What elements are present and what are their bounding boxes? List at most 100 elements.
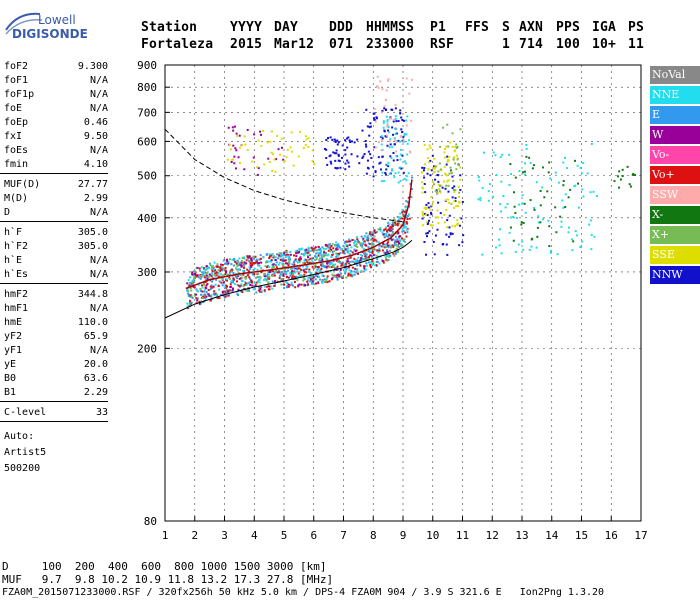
echo-point xyxy=(233,264,236,267)
echo-point xyxy=(232,288,235,291)
echo-point xyxy=(382,233,385,236)
param-name: hmE xyxy=(4,317,23,328)
echo-point xyxy=(275,266,278,269)
echo-point xyxy=(567,196,570,199)
echo-point xyxy=(327,249,330,252)
echo-point xyxy=(315,257,318,260)
echo-point xyxy=(488,183,491,186)
echo-point xyxy=(353,270,356,273)
echo-point xyxy=(213,293,216,296)
echo-point xyxy=(423,183,426,186)
echo-point xyxy=(392,238,395,241)
echo-point xyxy=(375,254,378,257)
echo-point xyxy=(396,224,399,227)
echo-point xyxy=(596,195,599,198)
echo-point xyxy=(397,171,400,174)
echo-point xyxy=(340,156,343,159)
echo-point xyxy=(217,284,220,287)
echo-point xyxy=(313,163,316,166)
param-name: yF1 xyxy=(4,345,23,356)
param-value: 9.50 xyxy=(83,131,108,142)
echo-point xyxy=(225,284,228,287)
echo-point xyxy=(379,80,382,83)
echo-point xyxy=(454,197,457,200)
echo-point xyxy=(246,148,249,151)
echo-point xyxy=(236,265,239,268)
echo-point xyxy=(461,200,464,203)
echo-point xyxy=(313,283,316,286)
echo-point xyxy=(366,159,369,162)
echo-point xyxy=(343,252,346,255)
echo-point xyxy=(458,244,461,247)
echo-point xyxy=(296,251,299,254)
echo-point xyxy=(330,277,333,280)
echo-point xyxy=(393,138,396,141)
echo-point xyxy=(365,108,368,111)
echo-point xyxy=(363,269,366,272)
echo-point xyxy=(443,156,446,159)
echo-point xyxy=(270,130,273,133)
echo-point xyxy=(410,196,413,199)
echo-point xyxy=(372,165,375,168)
echo-point xyxy=(330,255,333,258)
echo-point xyxy=(441,186,444,189)
echo-point xyxy=(236,280,239,283)
echo-point xyxy=(320,263,323,266)
echo-point xyxy=(350,153,353,156)
echo-point xyxy=(210,275,213,278)
echo-point xyxy=(335,244,338,247)
echo-point xyxy=(438,187,441,190)
echo-point xyxy=(522,221,525,224)
echo-point xyxy=(345,137,348,140)
echo-point xyxy=(356,155,359,158)
echo-point xyxy=(250,259,253,262)
x-tick-label: 6 xyxy=(310,529,317,542)
echo-point xyxy=(456,219,459,222)
echo-point xyxy=(294,250,297,253)
echo-point xyxy=(237,268,240,271)
echo-point xyxy=(200,300,203,303)
echo-point xyxy=(401,228,404,231)
echo-point xyxy=(561,199,564,202)
echo-point xyxy=(394,239,397,242)
echo-point xyxy=(269,140,272,143)
param-row-b1: B1 2.29 xyxy=(0,386,108,400)
echo-point xyxy=(371,237,374,240)
echo-point xyxy=(203,267,206,270)
echo-point xyxy=(201,297,204,300)
echo-point xyxy=(366,258,369,261)
echo-point xyxy=(444,187,447,190)
echo-point xyxy=(396,215,399,218)
echo-point xyxy=(634,174,637,177)
echo-point xyxy=(326,137,329,140)
echo-point xyxy=(279,255,282,258)
echo-point xyxy=(306,264,309,267)
echo-point xyxy=(574,159,577,162)
echo-point xyxy=(494,246,497,249)
echo-point xyxy=(342,244,345,247)
echo-point xyxy=(428,144,431,147)
echo-point xyxy=(528,248,531,251)
header-label-iga: IGA xyxy=(592,20,617,35)
echo-point xyxy=(364,258,367,261)
echo-point xyxy=(230,158,233,161)
echo-point xyxy=(403,177,406,180)
echo-point xyxy=(436,216,439,219)
echo-point xyxy=(426,172,429,175)
echo-point xyxy=(447,184,450,187)
param-value: 63.6 xyxy=(83,373,108,384)
echo-point xyxy=(374,264,377,267)
y-tick-label: 700 xyxy=(137,106,157,119)
param-value: N/A xyxy=(89,145,108,156)
echo-point xyxy=(312,247,315,250)
echo-point xyxy=(314,278,317,281)
echo-point xyxy=(386,134,389,137)
echo-point xyxy=(400,116,403,119)
echo-point xyxy=(448,155,451,158)
echo-point xyxy=(356,253,359,256)
echo-point xyxy=(350,246,353,249)
echo-point xyxy=(512,239,515,242)
echo-point xyxy=(388,254,391,257)
echo-point xyxy=(322,264,325,267)
echo-point xyxy=(328,261,331,264)
